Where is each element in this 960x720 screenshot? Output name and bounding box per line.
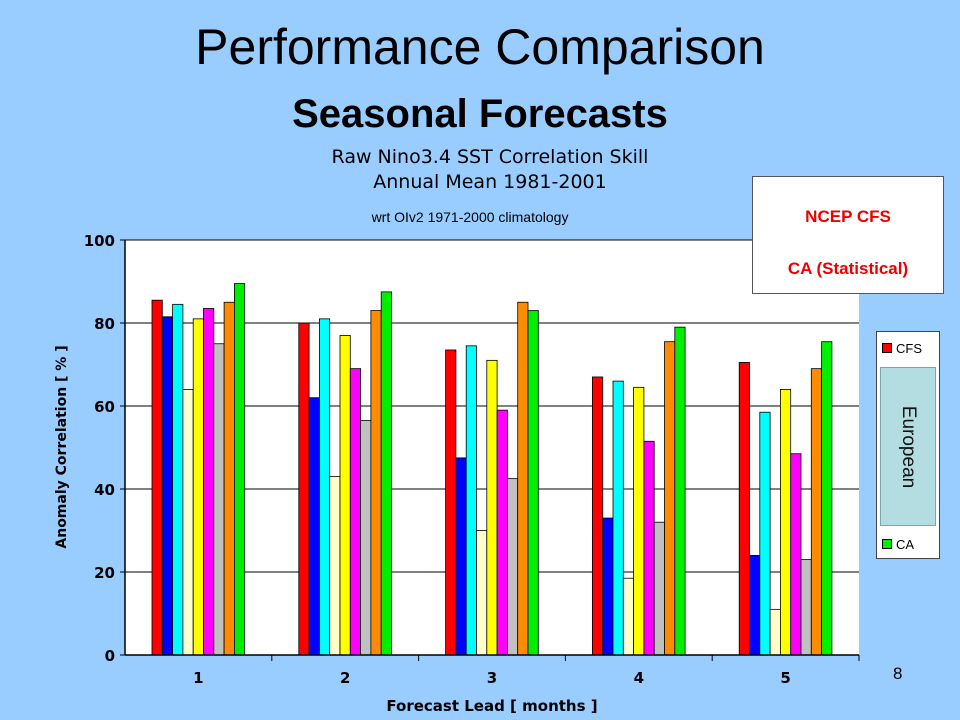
slide-subtitle: Seasonal Forecasts (292, 92, 668, 136)
bar-lead3-series1 (445, 349, 457, 656)
bar-lead3-series6 (496, 409, 508, 656)
x-tick-label-1: 1 (193, 669, 203, 687)
bar-lead1-series7 (213, 343, 225, 656)
bar-lead2-series3 (318, 318, 331, 656)
y-axis-label: Anomaly Correlation [ % ] (54, 345, 70, 548)
bar-lead5-series8 (810, 368, 822, 656)
bar-lead1-series4 (182, 388, 194, 656)
legend-swatch-ca (882, 539, 892, 549)
bar-lead4-series1 (592, 376, 604, 656)
bar-lead4-series6 (643, 440, 655, 656)
bar-lead2-series7 (360, 420, 372, 656)
x-axis-label: Forecast Lead [ months ] (386, 697, 597, 715)
x-tick-label-4: 4 (634, 669, 644, 687)
bar-lead5-series4 (769, 608, 781, 656)
bar-lead2-series1 (298, 322, 310, 656)
y-tick-label-0: 0 (105, 647, 115, 665)
bar-lead3-series3 (465, 345, 477, 656)
bar-lead3-series7 (506, 478, 519, 656)
european-label: European (898, 405, 919, 488)
bar-lead5-series3 (759, 411, 771, 656)
bar-lead5-series7 (800, 559, 812, 656)
y-tick-label-20: 20 (94, 564, 115, 582)
ncep-box: NCEP CFS CA (Statistical) (752, 176, 944, 294)
bar-lead5-series1 (738, 362, 750, 656)
chart-title-line-1: Raw Nino3.4 SST Correlation Skill (332, 146, 649, 168)
chart-title-line-2: Annual Mean 1981-2001 (373, 171, 606, 193)
bar-lead2-series6 (349, 368, 361, 656)
chart-note: wrt OIv2 1971-2000 climatology (371, 209, 569, 225)
bar-lead4-series7 (653, 521, 665, 656)
bar-lead2-series9 (380, 291, 392, 656)
x-tick-label-3: 3 (487, 669, 497, 687)
bar-lead4-series3 (612, 380, 624, 656)
bar-lead4-series4 (622, 577, 634, 656)
bar-lead4-series5 (633, 386, 645, 656)
bar-lead1-series9 (233, 283, 246, 656)
bar-lead1-series8 (223, 301, 235, 656)
x-tick-label-5: 5 (780, 669, 790, 687)
legend-label-ca: CA (896, 536, 915, 552)
ca-statistical-label: CA (Statistical) (787, 259, 909, 278)
bar-lead3-series5 (486, 359, 498, 656)
european-overlay: European (880, 367, 936, 526)
bar-lead1-series1 (151, 299, 163, 656)
bar-lead5-series2 (749, 555, 761, 656)
bar-lead4-series8 (664, 341, 676, 656)
legend-item-ca: CA (882, 536, 915, 552)
bar-lead2-series8 (370, 310, 382, 656)
bar-lead3-series9 (527, 310, 539, 656)
legend-label-cfs: CFS (896, 340, 922, 356)
y-tick-label-80: 80 (94, 315, 115, 333)
legend-item-cfs: CFS (882, 340, 922, 356)
bar-lead2-series5 (339, 335, 351, 656)
bar-lead3-series2 (455, 457, 467, 656)
y-tick-label-100: 100 (84, 232, 115, 250)
bar-lead5-series5 (780, 388, 792, 656)
bar-lead5-series9 (821, 341, 833, 656)
bar-lead1-series6 (203, 308, 215, 656)
ncep-cfs-label: NCEP CFS (805, 207, 891, 226)
bar-lead2-series4 (329, 476, 341, 656)
bar-lead5-series6 (790, 453, 802, 656)
x-tick-label-2: 2 (340, 669, 350, 687)
legend-swatch-cfs (882, 343, 892, 353)
y-tick-label-40: 40 (94, 481, 115, 499)
bar-lead4-series2 (602, 517, 614, 656)
bar-lead3-series8 (517, 301, 529, 656)
bar-lead2-series2 (308, 397, 320, 656)
bar-lead1-series3 (172, 303, 184, 656)
y-tick-label-60: 60 (94, 398, 115, 416)
bar-lead4-series9 (674, 326, 686, 656)
bar-lead1-series2 (161, 316, 174, 656)
slide-title: Performance Comparison (195, 19, 765, 75)
page-number: 8 (893, 664, 903, 683)
bar-lead3-series4 (476, 530, 488, 656)
bar-lead1-series5 (192, 318, 204, 656)
